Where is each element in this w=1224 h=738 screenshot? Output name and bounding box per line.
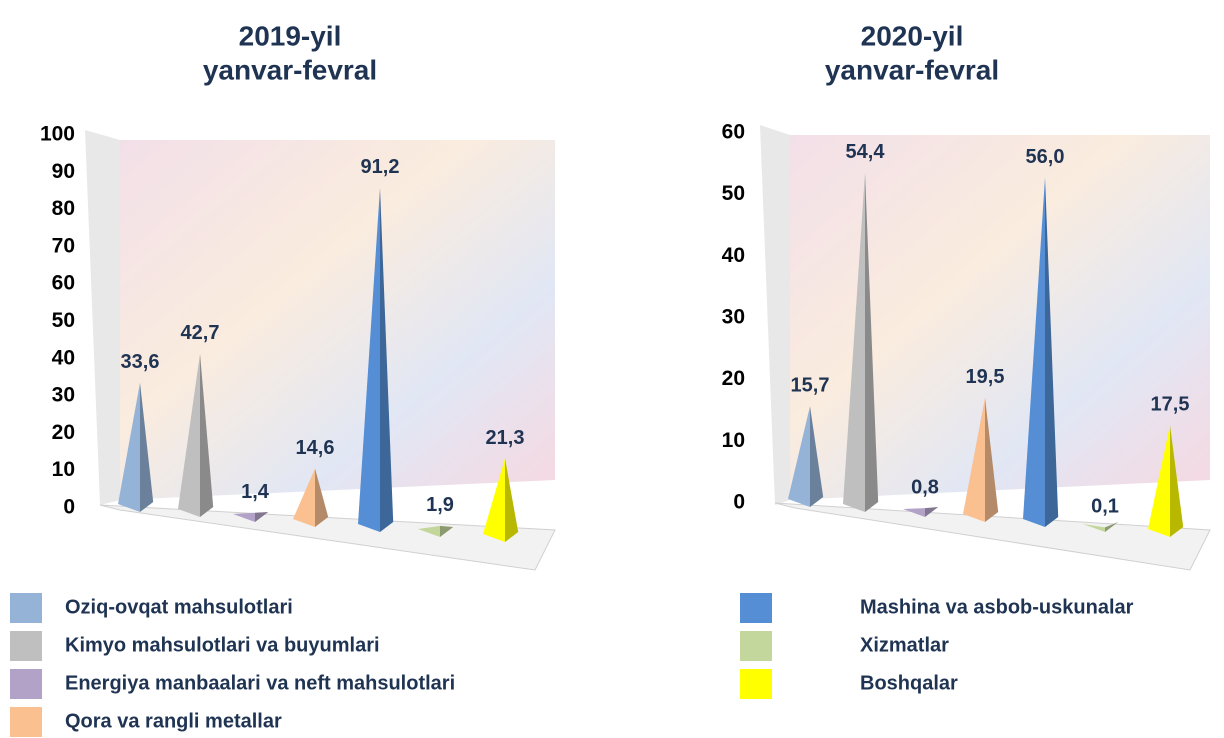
value-label: 0,8	[911, 476, 939, 498]
legend-label: Oziq-ovqat mahsulotlari	[65, 596, 293, 618]
pyramid-bar	[118, 382, 154, 512]
legend-label: Mashina va asbob-uskunalar	[860, 596, 1134, 618]
pyramid-face	[255, 512, 269, 522]
chart-title: yanvar-fevral	[825, 54, 999, 85]
y-tick-label: 40	[722, 244, 745, 267]
value-label: 33,6	[121, 351, 160, 373]
y-tick-label: 0	[63, 496, 75, 519]
pyramid-face	[843, 172, 865, 513]
value-label: 15,7	[791, 374, 830, 396]
pyramid-face	[788, 406, 810, 507]
pyramid-face	[1045, 177, 1059, 527]
y-tick-label: 100	[40, 123, 75, 146]
pyramid-bar	[418, 525, 454, 537]
floor	[99, 504, 556, 571]
value-label: 21,3	[486, 427, 525, 449]
pyramid-face	[380, 187, 394, 532]
y-tick-label: 20	[722, 367, 745, 390]
y-tick-label: 10	[722, 429, 745, 452]
legend-label: Qora va rangli metallar	[65, 710, 282, 732]
y-tick-label: 10	[52, 458, 75, 481]
pyramid-bar	[483, 458, 519, 542]
floor	[774, 502, 1211, 571]
y-tick-label: 30	[722, 306, 745, 329]
y-tick-label: 0	[733, 491, 745, 514]
y-tick-label: 80	[52, 197, 75, 220]
pyramid-face	[358, 187, 380, 532]
value-label: 19,5	[966, 366, 1005, 388]
legend-swatch	[10, 669, 42, 699]
pyramid-face	[925, 507, 939, 517]
y-tick-label: 50	[52, 309, 75, 332]
value-label: 56,0	[1026, 146, 1065, 168]
legend-swatch	[740, 593, 772, 623]
legend-swatch	[10, 707, 42, 737]
pyramid-face	[418, 525, 440, 537]
pyramid-face	[233, 512, 255, 522]
pyramid-face	[505, 458, 519, 542]
pyramid-bar	[963, 397, 999, 522]
pyramid-bar	[1083, 522, 1119, 532]
chart-title: 2020-yil	[861, 20, 964, 51]
pyramid-face	[1170, 425, 1184, 537]
pyramid-bar	[1023, 177, 1059, 527]
y-tick-label: 60	[52, 272, 75, 295]
y-tick-label: 40	[52, 346, 75, 369]
value-label: 14,6	[296, 437, 335, 459]
side-wall	[85, 130, 120, 505]
chart-title: yanvar-fevral	[203, 54, 377, 85]
value-label: 17,5	[1151, 393, 1190, 415]
value-label: 0,1	[1091, 496, 1119, 518]
pyramid-face	[178, 353, 200, 517]
pyramid-face	[810, 406, 824, 507]
legend-label: Xizmatlar	[860, 634, 949, 656]
pyramid-bar	[788, 406, 824, 507]
value-label: 1,4	[241, 481, 270, 503]
y-tick-label: 20	[52, 421, 75, 444]
pyramid-face	[1023, 177, 1045, 527]
backdrop	[790, 135, 1210, 500]
legend-label: Energiya manbaalari va neft mahsulotlari	[65, 672, 455, 694]
pyramid-face	[483, 458, 505, 542]
pyramid-bar	[903, 507, 939, 517]
pyramid-face	[118, 382, 140, 512]
y-tick-label: 70	[52, 234, 75, 257]
value-label: 1,9	[426, 494, 454, 516]
pyramid-face	[985, 397, 999, 522]
legend-label: Boshqalar	[860, 672, 958, 694]
chart-title: 2019-yil	[239, 20, 342, 51]
pyramid-face	[1083, 524, 1105, 532]
legend-swatch	[740, 631, 772, 661]
legend-swatch	[10, 631, 42, 661]
pyramid-face	[440, 525, 454, 537]
legend-swatch	[740, 669, 772, 699]
pyramid-face	[293, 468, 315, 527]
pyramid-face	[903, 508, 925, 517]
pyramid-bar	[1148, 425, 1184, 537]
pyramid-bar	[843, 172, 879, 513]
y-tick-label: 50	[722, 182, 745, 205]
pyramid-face	[1148, 425, 1170, 537]
pyramid-face	[315, 468, 329, 527]
pyramid-bar	[358, 187, 394, 532]
y-tick-label: 60	[722, 121, 745, 144]
y-tick-label: 30	[52, 384, 75, 407]
pyramid-face	[140, 382, 154, 512]
pyramid-bar	[233, 512, 269, 522]
pyramid-bar	[293, 468, 329, 527]
backdrop	[120, 140, 555, 500]
side-wall	[760, 125, 790, 505]
value-label: 42,7	[181, 322, 220, 344]
pyramid-face	[200, 353, 214, 517]
y-tick-label: 90	[52, 160, 75, 183]
value-label: 91,2	[361, 156, 400, 178]
legend-swatch	[10, 593, 42, 623]
pyramid-face	[963, 397, 985, 522]
pyramid-face	[865, 172, 879, 513]
pyramid-bar	[178, 353, 214, 517]
pyramid-face	[1105, 522, 1119, 532]
legend-label: Kimyo mahsulotlari va buyumlari	[65, 634, 380, 656]
value-label: 54,4	[846, 141, 886, 163]
